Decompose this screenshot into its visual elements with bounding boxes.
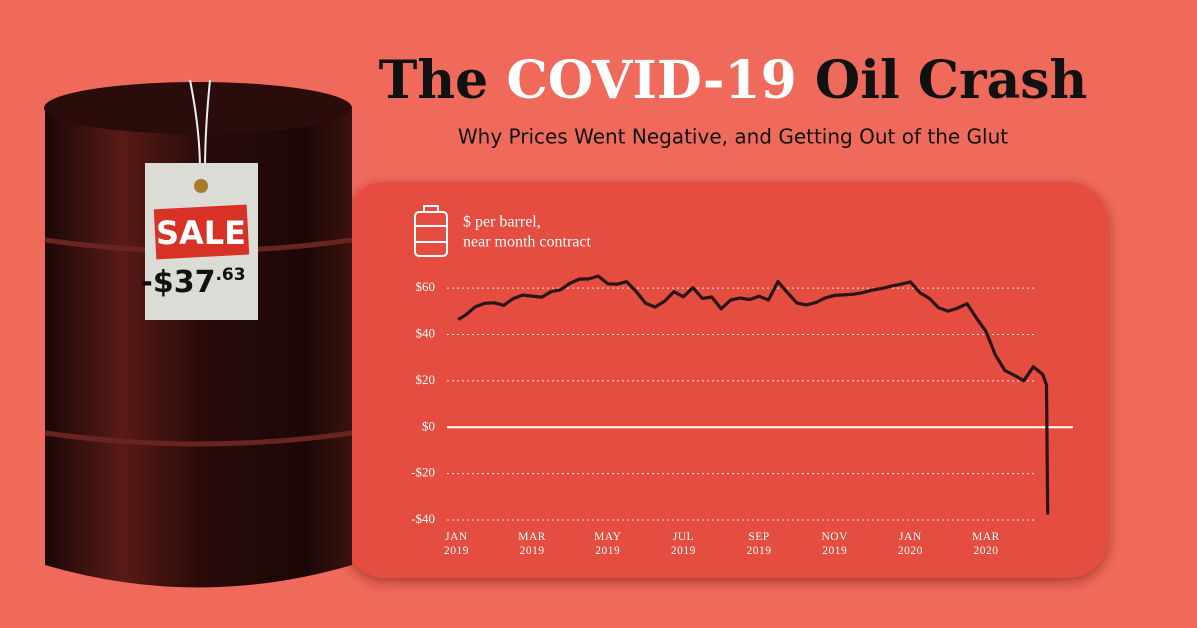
- y-tick-label: $0: [422, 418, 435, 433]
- x-tick-label: MAR 2019: [518, 531, 546, 557]
- y-tick-label: -$40: [411, 511, 435, 526]
- price-tag: SALE -$37.63: [140, 163, 258, 320]
- x-tick-label: SEP 2019: [746, 531, 772, 557]
- x-tick-label: MAR 2020: [972, 531, 1000, 557]
- price-line: [457, 274, 1050, 515]
- unit-icon: [414, 205, 448, 257]
- title-highlight: COVID-19: [506, 50, 796, 111]
- y-label: $ per barrel,: [463, 214, 541, 231]
- y-tick-label: $40: [416, 326, 436, 341]
- tag-price: -$37.63: [140, 265, 245, 300]
- y-tick-label: $60: [416, 279, 436, 294]
- x-tick-label: JAN 2020: [897, 531, 923, 557]
- title-part: Oil Crash: [815, 50, 1087, 111]
- barrel: [44, 79, 353, 588]
- tag-dollars: -$37: [140, 265, 215, 300]
- tag-word: SALE: [156, 214, 246, 252]
- y-tick-label: $20: [416, 372, 436, 387]
- title-part: The: [379, 50, 489, 111]
- chart-panel: [345, 182, 1108, 578]
- chart-title: The COVID-19 Oil Crash: [379, 50, 1088, 111]
- subtitle: Why Prices Went Negative, and Getting Ou…: [458, 125, 1008, 149]
- x-tick-label: MAY 2019: [594, 531, 622, 557]
- y-label: near month contract: [463, 234, 592, 251]
- x-tick-label: NOV 2019: [821, 531, 848, 557]
- x-tick-label: JUL 2019: [670, 531, 696, 557]
- x-tick-label: JAN 2019: [443, 531, 469, 557]
- y-tick-label: -$20: [411, 465, 435, 480]
- tag-cents: .63: [215, 265, 245, 285]
